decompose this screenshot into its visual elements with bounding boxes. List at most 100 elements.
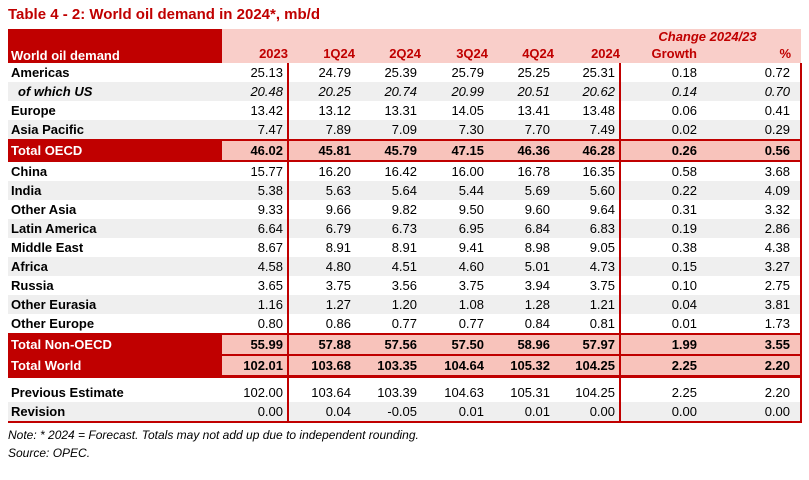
table-row: of which US 20.48 20.25 20.74 20.99 20.51 20.6… <box>8 82 802 101</box>
row-label: Americas <box>11 65 70 80</box>
table-row: Russia 3.65 3.75 3.56 3.75 3.94 3.75 0.10 2.75 <box>8 276 802 295</box>
cell-value: 0.29 <box>715 120 802 140</box>
cell-value: 8.91 <box>325 240 351 255</box>
cell-value: 20.48 <box>222 82 289 101</box>
header-row-change: World oil demand Change 2024/23 <box>8 29 801 63</box>
cell-value: 0.14 <box>620 82 715 101</box>
table-row: Revision 0.00 0.04 -0.05 0.01 0.01 0.00 0.00 0.0… <box>8 402 802 423</box>
cell-value: 45.79 <box>355 139 421 162</box>
table-row: Other Eurasia 1.16 1.27 1.20 1.08 1.28 1.21 0.0… <box>8 295 802 314</box>
cell-value: 102.01 <box>222 354 289 378</box>
cell-value: 46.02 <box>222 139 289 162</box>
table-row: Europe 13.42 13.12 13.31 14.05 13.41 13.48 0.06… <box>8 101 802 120</box>
row-label: of which US <box>8 82 222 101</box>
cell-value: 3.56 <box>391 278 417 293</box>
cell-value: 1.28 <box>488 295 554 314</box>
cell-value: 5.63 <box>288 181 355 200</box>
cell-value: 1.27 <box>288 295 355 314</box>
cell-value: 1.73 <box>715 314 802 334</box>
cell-value: -0.05 <box>355 402 421 423</box>
table-title: Table 4 - 2: World oil demand in 2024*, … <box>8 6 321 23</box>
cell-value: 4.60 <box>421 257 488 276</box>
table-note: Note: * 2024 = Forecast. Totals may not … <box>8 428 419 442</box>
cell-value: 103.64 <box>311 385 351 400</box>
cell-value: 3.75 <box>325 278 351 293</box>
cell-value: 6.64 <box>222 219 289 238</box>
row-label: India <box>8 181 222 200</box>
cell-value: 8.91 <box>391 240 417 255</box>
row-label: Other Asia <box>11 202 77 217</box>
cell-value: 6.84 <box>488 219 554 238</box>
cell-value: 5.01 <box>488 257 554 276</box>
cell-value: 47.15 <box>421 139 488 162</box>
cell-value: 0.01 <box>488 402 554 423</box>
cell-value: 2.86 <box>715 219 802 238</box>
row-label: Total World <box>8 354 222 378</box>
row-label: Asia Pacific <box>8 120 222 140</box>
table-row: Previous Estimate 102.00 103.64 103.39 104.6… <box>8 383 802 402</box>
cell-value: 7.30 <box>421 120 488 140</box>
cell-value: 104.25 <box>554 383 621 402</box>
cell-value: 13.48 <box>554 101 621 120</box>
cell-value: 20.62 <box>554 82 621 101</box>
cell-value: 6.95 <box>421 219 488 238</box>
spacer-row <box>8 376 802 383</box>
row-label: Africa <box>8 257 222 276</box>
cell-value: 4.51 <box>355 257 421 276</box>
table-row: Other Europe 0.80 0.86 0.77 0.77 0.84 0.81 0.01… <box>8 314 802 334</box>
cell-value: 102.00 <box>222 383 289 402</box>
cell-value: 105.31 <box>510 385 550 400</box>
change-2024-23-header: Change 2024/23 <box>620 29 801 44</box>
cell-value: 55.99 <box>222 333 289 355</box>
cell-value: 1.16 <box>222 295 289 314</box>
column-header-2q24: 2Q24 <box>355 44 421 63</box>
cell-value: 2.20 <box>715 354 802 378</box>
cell-value: 6.83 <box>554 219 621 238</box>
cell-value: 0.10 <box>671 278 697 293</box>
cell-value: 20.74 <box>355 82 421 101</box>
cell-value: 3.27 <box>715 257 802 276</box>
cell-value: 0.22 <box>620 181 715 200</box>
cell-value: 9.41 <box>458 240 484 255</box>
cell-value: 0.18 <box>671 65 697 80</box>
row-label: Revision <box>8 402 222 423</box>
cell-value: 7.49 <box>554 120 621 140</box>
cell-value: 45.81 <box>288 139 355 162</box>
cell-value: 0.70 <box>715 82 802 101</box>
cell-value: 7.89 <box>288 120 355 140</box>
cell-value: 9.82 <box>391 202 417 217</box>
cell-value: 7.09 <box>355 120 421 140</box>
cell-value: 9.66 <box>325 202 351 217</box>
cell-value: 0.15 <box>620 257 715 276</box>
cell-value: 8.98 <box>524 240 550 255</box>
column-header-4q24: 4Q24 <box>488 44 554 63</box>
cell-value: 5.38 <box>222 181 289 200</box>
cell-value: 2.20 <box>715 383 802 402</box>
cell-value: 46.28 <box>554 139 621 162</box>
cell-value: 0.19 <box>620 219 715 238</box>
cell-value: 46.36 <box>488 139 554 162</box>
row-label: Middle East <box>11 240 84 255</box>
cell-value: 15.77 <box>222 161 289 181</box>
cell-value: 0.04 <box>288 402 355 423</box>
cell-value: 2.25 <box>620 354 715 378</box>
cell-value: 16.35 <box>554 161 621 181</box>
cell-value: 3.65 <box>222 276 289 295</box>
table-row: Middle East 8.67 8.91 8.91 9.41 8.98 9.05 0.38 4… <box>8 238 802 257</box>
cell-value: 58.96 <box>488 333 554 355</box>
cell-value: 57.50 <box>421 333 488 355</box>
table-row: Africa 4.58 4.80 4.51 4.60 5.01 4.73 0.15 3.27 <box>8 257 802 276</box>
cell-value: 13.41 <box>517 103 550 118</box>
cell-value: 4.38 <box>715 238 802 257</box>
row-label: Other Eurasia <box>8 295 222 314</box>
cell-value: 25.25 <box>517 65 550 80</box>
cell-value: 0.00 <box>715 402 802 423</box>
cell-value: 0.26 <box>620 139 715 162</box>
column-header-pct: % <box>715 44 801 63</box>
cell-value: 16.42 <box>384 164 417 179</box>
row-label: Total Non-OECD <box>8 333 222 355</box>
cell-value: 25.13 <box>222 63 289 82</box>
row-label: Previous Estimate <box>11 385 124 400</box>
cell-value: 0.00 <box>222 402 289 423</box>
cell-value: 103.35 <box>355 354 421 378</box>
